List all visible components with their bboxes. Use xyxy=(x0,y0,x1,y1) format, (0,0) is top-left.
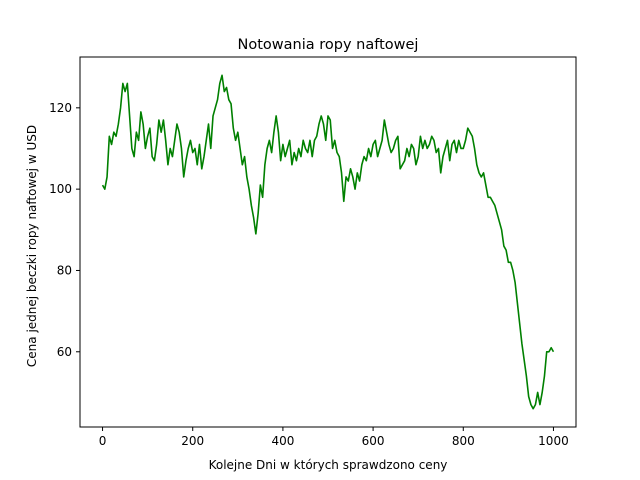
x-tick-label: 1000 xyxy=(538,434,569,448)
y-tick-label: 60 xyxy=(57,345,72,359)
x-tick-label: 200 xyxy=(181,434,204,448)
y-axis-title: Cena jednej beczki ropy naftowej w USD xyxy=(25,125,39,367)
y-tick-label: 80 xyxy=(57,263,72,277)
x-axis-title: Kolejne Dni w których sprawdzono ceny xyxy=(209,458,448,472)
x-tick-label: 800 xyxy=(452,434,475,448)
x-tick-label: 600 xyxy=(362,434,385,448)
y-tick-label: 100 xyxy=(49,182,72,196)
plot-area xyxy=(101,74,555,410)
y-tick-label: 120 xyxy=(49,101,72,115)
x-tick-label: 400 xyxy=(271,434,294,448)
x-tick-label: 0 xyxy=(99,434,107,448)
chart-title: Notowania ropy naftowej xyxy=(238,37,419,53)
plot-frame xyxy=(79,56,577,428)
x-axis: 0 200 400 600 800 1000 xyxy=(99,427,569,448)
price-series-line xyxy=(101,74,555,410)
y-axis: 60 80 100 120 xyxy=(49,101,80,359)
